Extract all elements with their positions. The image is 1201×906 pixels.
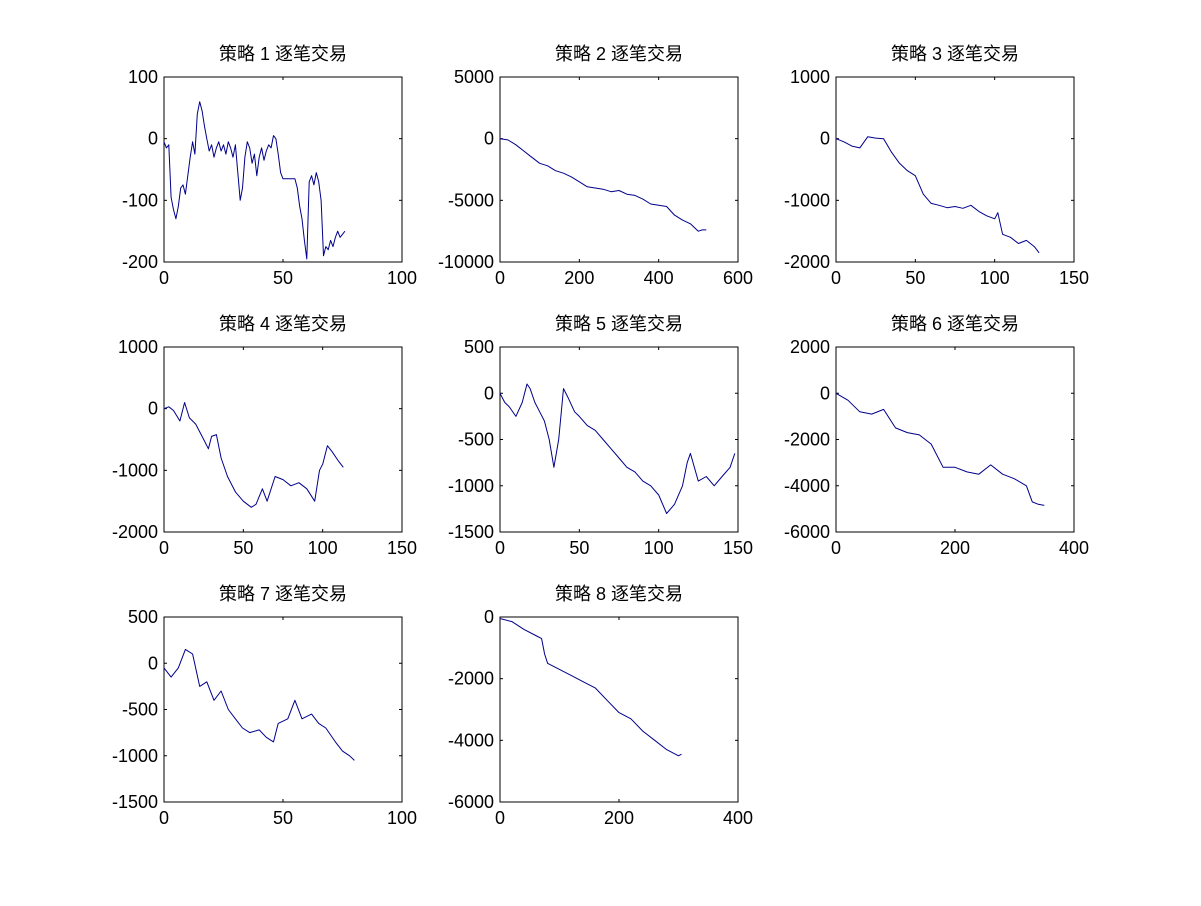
x-tick-label: 100: [980, 268, 1010, 288]
x-tick-label: 400: [1059, 538, 1089, 558]
subplot-title: 策略 8 逐笔交易: [555, 584, 683, 604]
x-tick-label: 100: [387, 808, 417, 828]
x-tick-label: 200: [940, 538, 970, 558]
axes-frame: [835, 346, 1075, 533]
x-tick-label: 600: [723, 268, 753, 288]
subplot-6: 策略 6 逐笔交易 0 200 400 2000 0 -2000 -4000 -6000: [784, 314, 1089, 558]
axes-frame: [499, 76, 739, 263]
x-tick-label: 200: [604, 808, 634, 828]
y-tick-label: -4000: [784, 476, 830, 496]
y-tick-label: 500: [464, 337, 494, 357]
y-tick-label: -200: [122, 252, 158, 272]
y-tick-label: -2000: [784, 430, 830, 450]
x-tick-label: 150: [387, 538, 417, 558]
y-tick-label: 0: [148, 653, 158, 673]
y-tick-label: -2000: [112, 522, 158, 542]
x-tick-label: 0: [159, 538, 169, 558]
series-line: [163, 402, 344, 508]
x-tick-label: 100: [387, 268, 417, 288]
x-tick-label: 50: [273, 808, 293, 828]
y-tick-label: -10000: [438, 252, 494, 272]
y-tick-label: 1000: [118, 337, 158, 357]
x-tick-label: 50: [569, 538, 589, 558]
subplot-title: 策略 5 逐笔交易: [555, 314, 683, 334]
series-line: [499, 383, 736, 514]
y-tick-label: -500: [122, 700, 158, 720]
y-tick-label: -1000: [784, 190, 830, 210]
y-tick-label: -6000: [784, 522, 830, 542]
subplot-title: 策略 1 逐笔交易: [219, 44, 347, 64]
y-tick-label: -6000: [448, 792, 494, 812]
x-tick-label: 50: [273, 268, 293, 288]
x-tick-label: 50: [905, 268, 925, 288]
y-tick-label: 5000: [454, 67, 494, 87]
axes-frame: [835, 76, 1075, 263]
x-tick-label: 200: [564, 268, 594, 288]
subplot-title: 策略 3 逐笔交易: [891, 44, 1019, 64]
y-tick-label: -1000: [448, 476, 494, 496]
y-tick-label: 0: [148, 399, 158, 419]
y-tick-label: -2000: [784, 252, 830, 272]
y-tick-label: -5000: [448, 190, 494, 210]
x-tick-label: 100: [644, 538, 674, 558]
series-line: [499, 138, 707, 232]
x-tick-label: 0: [159, 268, 169, 288]
subplot-4: 策略 4 逐笔交易 0 50 100 150 1000 0 -1000 -2000: [112, 314, 417, 558]
x-tick-label: 0: [495, 808, 505, 828]
subplot-title: 策略 4 逐笔交易: [219, 314, 347, 334]
x-tick-label: 0: [495, 268, 505, 288]
subplot-title: 策略 2 逐笔交易: [555, 44, 683, 64]
y-tick-label: -100: [122, 190, 158, 210]
y-tick-label: 0: [820, 129, 830, 149]
subplot-5: 策略 5 逐笔交易 0 50 100 150 500 0 -500 -1000 -1500: [448, 314, 753, 558]
x-tick-label: 400: [723, 808, 753, 828]
y-tick-label: -2000: [448, 669, 494, 689]
axes-frame: [163, 76, 403, 263]
y-tick-label: -4000: [448, 730, 494, 750]
x-tick-label: 100: [308, 538, 338, 558]
subplot-title: 策略 6 逐笔交易: [891, 314, 1019, 334]
axes-frame: [499, 616, 739, 803]
y-tick-label: -1500: [448, 522, 494, 542]
y-tick-label: 500: [128, 607, 158, 627]
x-tick-label: 150: [723, 538, 753, 558]
axes-frame: [163, 616, 403, 803]
subplot-7: 策略 7 逐笔交易 0 50 100 500 0 -500 -1000 -1500: [112, 584, 417, 828]
y-tick-label: 100: [128, 67, 158, 87]
x-tick-label: 0: [159, 808, 169, 828]
y-tick-label: -500: [458, 430, 494, 450]
y-tick-label: 0: [820, 383, 830, 403]
axes-frame: [499, 346, 739, 533]
axes-frame: [163, 346, 403, 533]
subplot-2: 策略 2 逐笔交易 0 200 400 600 5000 0 -5000 -10000: [438, 44, 753, 288]
y-tick-label: 0: [484, 383, 494, 403]
x-tick-label: 400: [644, 268, 674, 288]
series-line: [835, 136, 1040, 254]
series-line: [163, 101, 346, 260]
y-tick-label: 0: [484, 607, 494, 627]
y-tick-label: 2000: [790, 337, 830, 357]
subplot-title: 策略 7 逐笔交易: [219, 584, 347, 604]
subplot-3: 策略 3 逐笔交易 0 50 100 150 1000 0 -1000 -2000: [784, 44, 1089, 288]
series-line: [499, 618, 682, 757]
x-tick-label: 0: [831, 268, 841, 288]
x-tick-label: 0: [831, 538, 841, 558]
series-line: [835, 392, 1045, 506]
y-tick-label: -1000: [112, 746, 158, 766]
x-tick-label: 150: [1059, 268, 1089, 288]
subplot-8: 策略 8 逐笔交易 0 200 400 0 -2000 -4000 -6000: [448, 584, 753, 828]
y-tick-label: -1500: [112, 792, 158, 812]
y-tick-label: 0: [484, 129, 494, 149]
subplot-1: 策略 1 逐笔交易 0 50 100 100 0 -100 -200: [122, 44, 417, 288]
y-tick-label: -1000: [112, 460, 158, 480]
y-tick-label: 1000: [790, 67, 830, 87]
x-tick-label: 50: [233, 538, 253, 558]
x-tick-label: 0: [495, 538, 505, 558]
y-tick-label: 0: [148, 129, 158, 149]
series-line: [163, 648, 355, 761]
